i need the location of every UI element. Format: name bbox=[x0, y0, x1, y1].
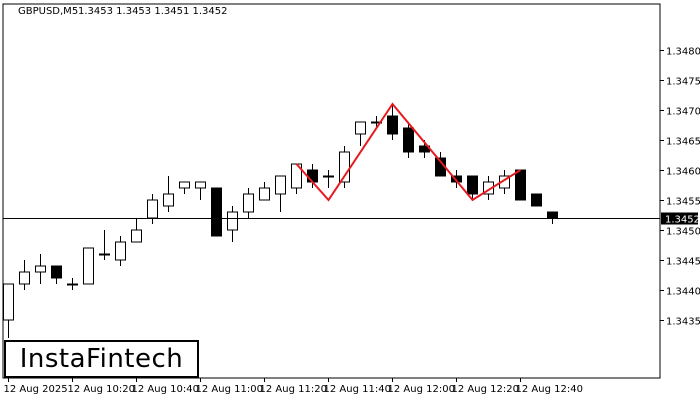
candle bbox=[211, 187, 222, 237]
candle bbox=[83, 247, 94, 285]
bear-candle-body bbox=[467, 175, 478, 195]
candle bbox=[99, 230, 110, 260]
bull-candle-body bbox=[355, 121, 366, 135]
bull-candle-body bbox=[323, 175, 334, 178]
bear-candle-body bbox=[211, 187, 222, 237]
bull-candle-body bbox=[99, 253, 110, 256]
head-and-shoulders-pattern-line bbox=[295, 102, 522, 202]
y-tick-label: 1.3460 bbox=[666, 167, 700, 178]
brand-logo-text: InstaFintech bbox=[19, 344, 184, 374]
x-tick-label: 12 Aug 11:00 bbox=[196, 384, 263, 395]
bull-candle-body bbox=[147, 199, 158, 219]
ohlc-readout: 1.3453 1.3453 1.3451 1.3452 bbox=[78, 6, 228, 17]
current-price-badge bbox=[661, 212, 698, 225]
candle bbox=[115, 236, 126, 266]
candle bbox=[19, 260, 30, 290]
brand-logo: InstaFintech bbox=[4, 340, 199, 378]
y-tick-label: 1.3465 bbox=[666, 137, 700, 148]
candle bbox=[387, 104, 398, 140]
candle bbox=[179, 181, 190, 194]
bull-candle-body bbox=[371, 121, 382, 124]
candle bbox=[403, 122, 414, 158]
x-tick-label: 12 Aug 12:40 bbox=[516, 384, 583, 395]
candle bbox=[259, 182, 270, 201]
x-tick-label: 12 Aug 10:40 bbox=[132, 384, 199, 395]
y-tick-label: 1.3480 bbox=[666, 47, 700, 58]
y-axis: 1.3435 1.3440 1.3445 1.3450 1.3455 1.3460 1.34… bbox=[660, 47, 700, 328]
y-tick-label: 1.3470 bbox=[666, 107, 700, 118]
candle bbox=[371, 116, 382, 128]
candle bbox=[163, 176, 174, 212]
candle bbox=[35, 254, 46, 284]
bear-candle-body bbox=[387, 115, 398, 135]
candle bbox=[355, 121, 366, 146]
bear-candle-body bbox=[531, 193, 542, 207]
x-tick-label: 12 Aug 11:20 bbox=[260, 384, 327, 395]
chart-title: GBPUSD,M5 bbox=[18, 6, 78, 17]
y-tick-label: 1.3475 bbox=[666, 77, 700, 88]
bull-candle-body bbox=[227, 211, 238, 231]
candle bbox=[195, 181, 206, 200]
candle bbox=[3, 283, 14, 338]
bull-candle-body bbox=[35, 265, 46, 273]
bull-candle-body bbox=[195, 181, 206, 189]
x-tick-label: 12 Aug 10:20 bbox=[68, 384, 135, 395]
bull-candle-body bbox=[3, 283, 14, 321]
bear-candle-body bbox=[515, 169, 526, 201]
bear-candle-body bbox=[547, 211, 558, 219]
candle bbox=[275, 175, 286, 212]
bear-candle-body bbox=[403, 127, 414, 153]
candle bbox=[67, 278, 78, 290]
x-tick-label: 12 Aug 12:00 bbox=[388, 384, 455, 395]
candle bbox=[467, 175, 478, 200]
current-price-label: 1.3452 bbox=[665, 215, 700, 226]
y-tick-label: 1.3455 bbox=[666, 197, 700, 208]
bull-candle-body bbox=[259, 187, 270, 201]
bull-candle-body bbox=[275, 175, 286, 195]
candle bbox=[227, 206, 238, 242]
y-tick-label: 1.3440 bbox=[666, 287, 700, 298]
candle bbox=[51, 265, 62, 284]
candle bbox=[243, 188, 254, 218]
bull-candle-body bbox=[243, 193, 254, 213]
x-tick-label: 12 Aug 12:20 bbox=[452, 384, 519, 395]
y-tick-label: 1.3445 bbox=[666, 257, 700, 268]
x-tick-label: 12 Aug 11:40 bbox=[324, 384, 391, 395]
bull-candle-body bbox=[67, 283, 78, 286]
bull-candle-body bbox=[131, 229, 142, 243]
candle bbox=[515, 169, 526, 201]
y-tick-label: 1.3435 bbox=[666, 317, 700, 328]
candle bbox=[323, 170, 334, 188]
plot-border bbox=[2, 3, 661, 379]
candle bbox=[131, 218, 142, 243]
y-tick-label: 1.3450 bbox=[666, 227, 700, 238]
x-tick-label: 12 Aug 2025 bbox=[4, 384, 68, 395]
candle bbox=[531, 193, 542, 207]
bear-candle-body bbox=[307, 169, 318, 183]
pattern-layer bbox=[295, 102, 522, 202]
bear-candle-body bbox=[51, 265, 62, 279]
bull-candle-body bbox=[83, 247, 94, 285]
bull-candle-body bbox=[163, 193, 174, 207]
bull-candle-body bbox=[19, 271, 30, 285]
candles-layer bbox=[3, 104, 558, 338]
bull-candle-body bbox=[115, 241, 126, 261]
bull-candle-body bbox=[179, 181, 190, 189]
plot-frame bbox=[2, 3, 661, 379]
